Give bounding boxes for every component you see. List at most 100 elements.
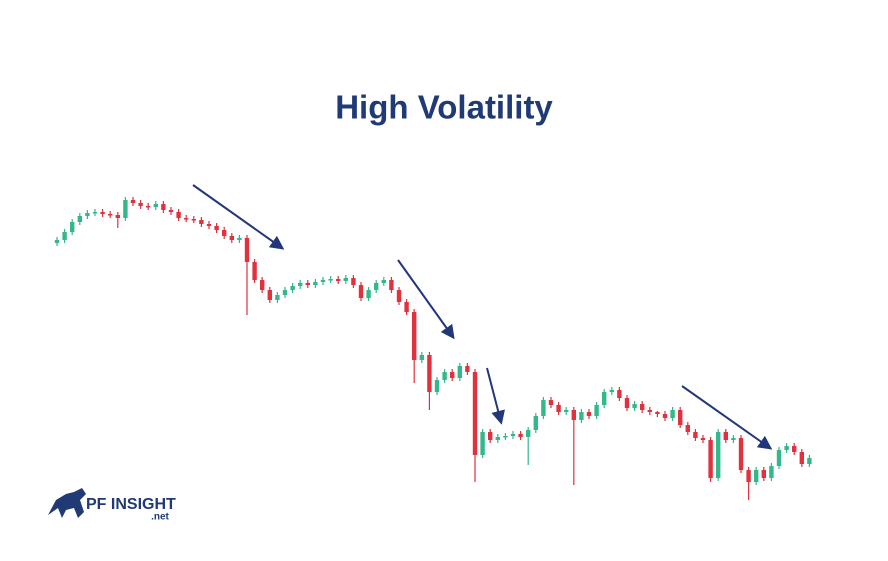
candle-body <box>229 236 234 240</box>
candle-body <box>267 290 272 300</box>
candle-body <box>70 222 75 232</box>
candle-body <box>450 372 455 378</box>
arrow <box>486 367 505 425</box>
candle-body <box>237 238 242 240</box>
candle-body <box>366 290 371 298</box>
candle-body <box>146 206 151 208</box>
candle-body <box>298 283 303 286</box>
candle-body <box>700 438 706 440</box>
candle-body <box>77 216 82 222</box>
candle-body <box>199 220 204 224</box>
candle-body <box>351 278 356 285</box>
candle-body <box>138 203 143 206</box>
candle-body <box>419 355 424 360</box>
candle-body <box>510 434 516 436</box>
candle-body <box>746 470 751 482</box>
candle-body <box>609 390 614 392</box>
candle-body <box>206 224 212 226</box>
candle-body <box>602 392 607 405</box>
candle-body <box>85 213 90 216</box>
logo: PF INSIGHT .net <box>48 488 176 523</box>
candle-body <box>799 452 804 464</box>
candle-body <box>518 434 523 437</box>
candle-body <box>685 425 690 432</box>
candle-body <box>374 283 379 290</box>
candle-body <box>222 230 227 236</box>
candle-body <box>389 280 394 290</box>
candle-body <box>693 432 698 438</box>
candle-body <box>214 226 219 230</box>
candle-body <box>343 278 348 281</box>
candle-body <box>115 215 120 218</box>
candle-body <box>176 212 181 218</box>
arrow <box>397 259 455 340</box>
candle-body <box>784 446 789 450</box>
candle-body <box>305 283 310 285</box>
chart-title: High Volatility <box>335 89 553 126</box>
candle-body <box>328 279 333 281</box>
candle-body <box>754 470 759 482</box>
candle-body <box>472 372 478 455</box>
candle-body <box>488 432 493 440</box>
candle-body <box>776 450 782 466</box>
candle-body <box>586 412 592 416</box>
candle-body <box>792 446 797 452</box>
arrow <box>681 385 773 450</box>
candle-body <box>62 232 67 240</box>
candle-body <box>320 280 326 282</box>
candle-body <box>738 438 744 470</box>
candle-body <box>465 366 470 372</box>
candle-body <box>548 400 554 405</box>
candle-body <box>503 436 508 438</box>
candle-body <box>442 372 447 380</box>
logo-icon <box>48 488 86 518</box>
candle-body <box>108 214 113 216</box>
candle-body <box>244 238 250 262</box>
candle-body <box>556 405 561 412</box>
candle-body <box>662 414 668 418</box>
candle-body <box>427 355 432 392</box>
candle-body <box>723 432 728 440</box>
candle-body <box>731 438 736 440</box>
logo-name: PF INSIGHT <box>86 496 176 513</box>
candle-body <box>655 412 660 414</box>
candle-body <box>92 212 98 214</box>
candle-body <box>412 312 417 360</box>
candle-body <box>282 290 288 295</box>
candle-body <box>191 219 196 221</box>
candle-body <box>336 279 341 281</box>
candle-body <box>807 458 812 464</box>
candle-body <box>624 398 630 408</box>
candle-body <box>541 400 546 416</box>
candle-body <box>495 437 500 440</box>
candle-body <box>670 410 675 418</box>
candle-body <box>168 210 174 212</box>
candle-body <box>533 416 538 430</box>
candle-body <box>564 410 569 412</box>
candle-body <box>100 212 105 214</box>
candle-body <box>161 204 166 210</box>
candle-body <box>579 412 584 420</box>
arrow <box>192 184 285 250</box>
candle-body <box>381 280 386 283</box>
arrows <box>192 184 773 450</box>
candle-body <box>252 262 257 280</box>
candles <box>54 197 812 500</box>
candle-body <box>480 432 485 455</box>
candle-body <box>761 470 766 478</box>
candle-body <box>184 218 189 220</box>
candle-body <box>358 285 364 298</box>
candle-body <box>617 390 622 398</box>
candle-body <box>153 204 158 207</box>
candle-body <box>290 286 295 290</box>
candle-body <box>647 410 652 412</box>
candle-body <box>457 366 462 378</box>
candle-body <box>678 410 683 425</box>
candle-body <box>594 405 599 416</box>
candle-body <box>123 200 128 218</box>
logo-domain: .net <box>151 512 169 523</box>
candle-body <box>640 404 645 410</box>
candle-body <box>404 302 409 312</box>
candle-body <box>716 432 721 478</box>
candle-body <box>54 240 60 243</box>
